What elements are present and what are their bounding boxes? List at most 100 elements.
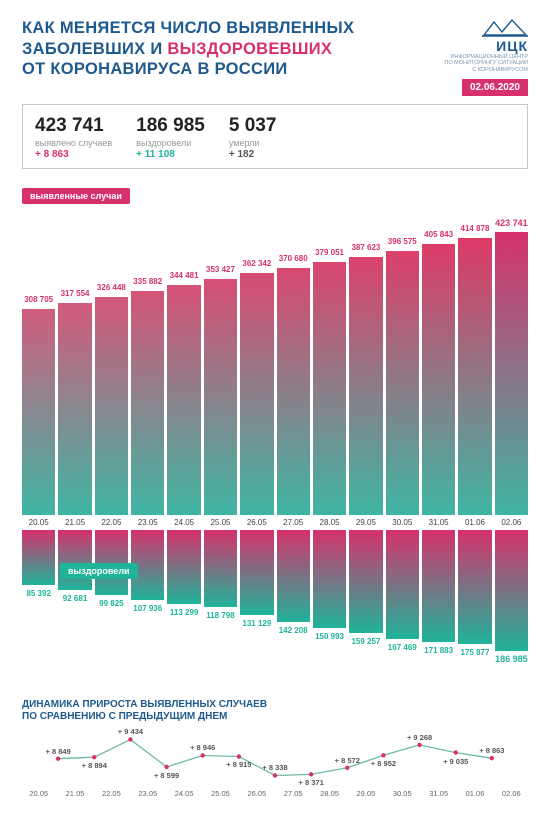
cases-bar-label: 414 878 (461, 224, 490, 233)
axis-date-bottom: 22.05 (95, 789, 128, 798)
cases-bar: 379 051 (313, 262, 346, 515)
recov-bar: 142 208 (277, 530, 310, 622)
axis-date: 20.05 (22, 518, 55, 527)
axis-date: 23.05 (131, 518, 164, 527)
cases-bar: 335 882 (131, 291, 164, 515)
axis-date: 24.05 (167, 518, 200, 527)
title-line-1: КАК МЕНЯЕТСЯ ЧИСЛО ВЫЯВЛЕННЫХ (22, 19, 354, 37)
axis-date-bottom: 23.05 (131, 789, 164, 798)
recov-chart: 85 39292 68199 825107 936113 299118 7981… (22, 530, 528, 675)
axis-date: 01.06 (458, 518, 491, 527)
cases-bar: 362 342 (240, 273, 273, 515)
recov-bar-label: 131 129 (242, 619, 271, 628)
recov-bar-label: 142 208 (279, 626, 308, 635)
axis-date: 29.05 (349, 518, 382, 527)
axis-date: 27.05 (277, 518, 310, 527)
stat-cases-label: выявлено случаев (35, 138, 112, 148)
line-point-label: + 8 599 (154, 771, 179, 780)
recov-bar: 131 129 (240, 530, 273, 615)
date-badge: 02.06.2020 (462, 79, 528, 96)
line-point-label: + 8 572 (335, 756, 360, 765)
logo-subtitle: ИНФОРМАЦИОННЫЙ ЦЕНТРПО МОНИТОРИНГУ СИТУА… (444, 54, 528, 73)
recov-bar-label: 171 883 (424, 646, 453, 655)
axis-date-bottom: 28.05 (313, 789, 346, 798)
cases-bar: 353 427 (204, 279, 237, 515)
axis-date-bottom: 24.05 (167, 789, 200, 798)
logo: ИЦК ИНФОРМАЦИОННЫЙ ЦЕНТРПО МОНИТОРИНГУ С… (444, 18, 528, 96)
cases-bar: 326 448 (95, 297, 128, 515)
title-line-2a: ЗАБОЛЕВШИХ И (22, 40, 167, 58)
recov-bar-label: 150 993 (315, 632, 344, 641)
recov-bar: 92 681 (58, 530, 91, 590)
axis-date: 31.05 (422, 518, 455, 527)
cases-bar: 387 623 (349, 257, 382, 515)
cases-bar-label: 379 051 (315, 248, 344, 257)
recov-bar: 118 798 (204, 530, 237, 607)
axis-date-bottom: 30.05 (386, 789, 419, 798)
axis-date: 22.05 (95, 518, 128, 527)
stat-dead-delta: + 182 (229, 149, 277, 160)
axis-date-bottom: 02.06 (495, 789, 528, 798)
stat-recov: 186 985 выздоровели + 11 108 (136, 115, 205, 160)
cases-bar-label: 362 342 (242, 259, 271, 268)
line-point-label: + 9 268 (407, 733, 432, 742)
title-line-3: ОТ КОРОНАВИРУСА В РОССИИ (22, 60, 288, 78)
stat-dead-num: 5 037 (229, 115, 277, 137)
stat-dead-label: умерли (229, 138, 277, 148)
cases-bar: 317 554 (58, 303, 91, 515)
cases-bar-label: 308 705 (24, 295, 53, 304)
cases-bar: 423 741 (495, 232, 528, 514)
logo-text: ИЦК (444, 38, 528, 54)
recov-bar-label: 85 392 (26, 589, 50, 598)
axis-date: 30.05 (386, 518, 419, 527)
recov-bar-label: 107 936 (133, 604, 162, 613)
tag-cases: выявленные случаи (22, 188, 130, 204)
line-point-label: + 8 915 (226, 760, 251, 769)
stat-cases-num: 423 741 (35, 115, 112, 137)
line-point-label: + 9 434 (118, 727, 143, 736)
recov-bar-label: 167 469 (388, 643, 417, 652)
cases-bar: 370 680 (277, 268, 310, 515)
axis-date-bottom: 26.05 (240, 789, 273, 798)
axis-date-bottom: 21.05 (58, 789, 91, 798)
cases-bar-label: 335 882 (133, 277, 162, 286)
recov-bar: 175 877 (458, 530, 491, 644)
axis-date-bottom: 27.05 (277, 789, 310, 798)
linechart: + 8 849+ 8 894+ 9 434+ 8 599+ 8 946+ 8 9… (22, 727, 528, 787)
stat-recov-delta: + 11 108 (136, 149, 205, 160)
axis-dates-mid: 20.0521.0522.0523.0524.0525.0526.0527.05… (22, 518, 528, 527)
line-point-label: + 8 894 (82, 761, 107, 770)
stat-cases: 423 741 выявлено случаев + 8 863 (35, 115, 112, 160)
recov-bar-label: 159 257 (351, 637, 380, 646)
cases-bar-label: 353 427 (206, 265, 235, 274)
recov-bar: 85 392 (22, 530, 55, 586)
recov-bar-label: 99 825 (99, 599, 123, 608)
axis-date-bottom: 29.05 (349, 789, 382, 798)
line-point-label: + 8 849 (46, 747, 71, 756)
axis-date: 25.05 (204, 518, 237, 527)
page-title: КАК МЕНЯЕТСЯ ЧИСЛО ВЫЯВЛЕННЫХ ЗАБОЛЕВШИХ… (22, 18, 436, 80)
line-point-label: + 8 338 (262, 763, 287, 772)
axis-date-bottom: 01.06 (458, 789, 491, 798)
cases-bar-label: 423 741 (495, 218, 528, 228)
cases-bar-label: 405 843 (424, 230, 453, 239)
linechart-title: ДИНАМИКА ПРИРОСТА ВЫЯВЛЕННЫХ СЛУЧАЕВПО С… (22, 699, 528, 723)
header: КАК МЕНЯЕТСЯ ЧИСЛО ВЫЯВЛЕННЫХ ЗАБОЛЕВШИХ… (22, 18, 528, 96)
axis-dates-bottom: 20.0521.0522.0523.0524.0525.0526.0527.05… (22, 789, 528, 798)
cases-bar-label: 396 575 (388, 237, 417, 246)
stat-dead: 5 037 умерли + 182 (229, 115, 277, 160)
line-point-label: + 8 863 (479, 746, 504, 755)
recov-bar: 186 985 (495, 530, 528, 652)
logo-icon (482, 18, 528, 38)
axis-date-bottom: 20.05 (22, 789, 55, 798)
recov-bar-label: 113 299 (170, 608, 198, 617)
cases-bar-label: 326 448 (97, 283, 126, 292)
stats-box: 423 741 выявлено случаев + 8 863 186 985… (22, 104, 528, 169)
recov-bar-label: 186 985 (495, 654, 528, 664)
recov-bar: 171 883 (422, 530, 455, 642)
cases-bar: 405 843 (422, 244, 455, 515)
axis-date: 26.05 (240, 518, 273, 527)
recov-bar: 113 299 (167, 530, 200, 604)
stat-recov-num: 186 985 (136, 115, 205, 137)
title-line-2b: ВЫЗДОРОВЕВШИХ (167, 40, 332, 58)
